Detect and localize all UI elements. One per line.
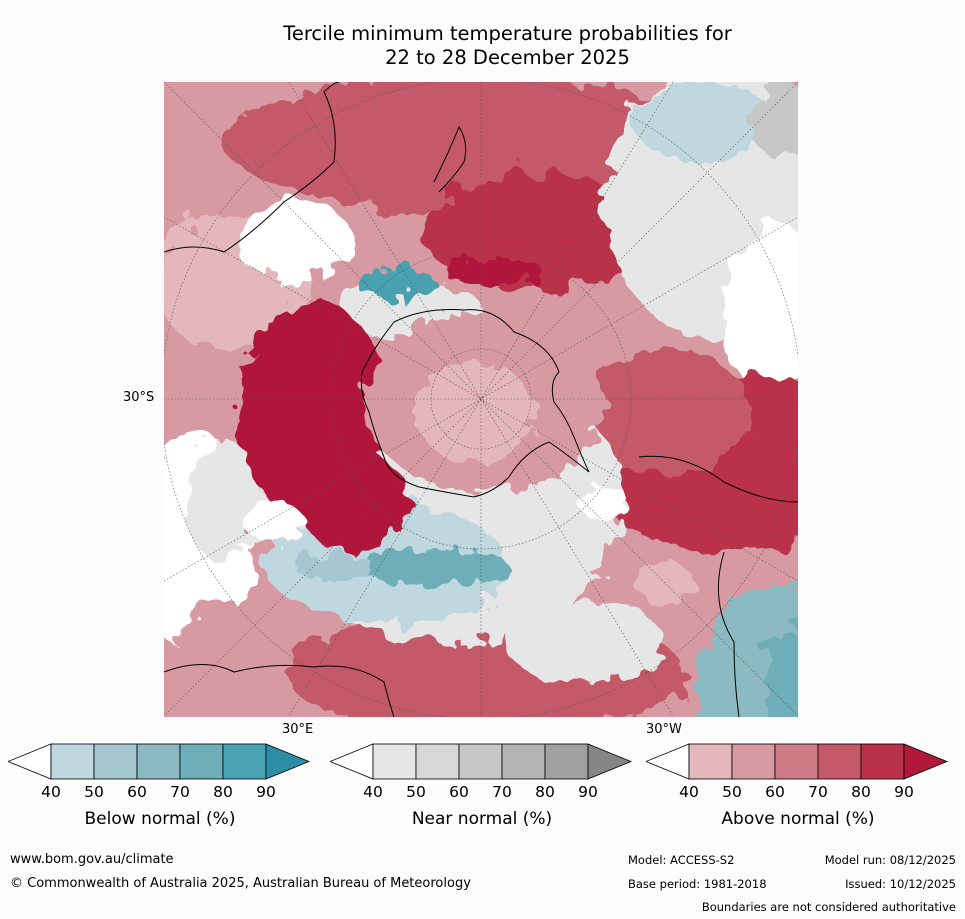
copyright-text: © Commonwealth of Australia 2025, Austra… xyxy=(10,876,471,891)
colorbar-below-normal-tick-label: 90 xyxy=(256,783,276,801)
colorbar-near-normal-tick-label: 50 xyxy=(406,783,426,801)
colorbar-below-normal-under-triangle xyxy=(6,743,52,780)
colorbar-near-normal-tick-label: 80 xyxy=(535,783,555,801)
colorbar-below-normal-tick-label: 60 xyxy=(127,783,147,801)
colorbar-below-normal-segment xyxy=(222,743,267,780)
colorbar-above-normal-segment xyxy=(774,743,819,780)
website-link[interactable]: www.bom.gov.au/climate xyxy=(10,852,174,867)
colorbar-near-normal-ticks: 40 50 60 70 80 90 xyxy=(330,783,632,803)
map-svg xyxy=(164,82,798,717)
colorbar-above-normal-tick-label: 60 xyxy=(765,783,785,801)
colorbar-below-normal-scale xyxy=(6,743,311,780)
latitude-label: 30°S xyxy=(123,390,155,405)
colorbar-near-normal-segment xyxy=(544,743,589,780)
colorbar-near-normal-over-triangle xyxy=(587,743,633,780)
colorbar-above-normal-scale xyxy=(644,743,949,780)
longitude-label-west: 30°W xyxy=(646,722,682,737)
colorbar-near-normal-segment xyxy=(458,743,503,780)
colorbar-above-normal-tick-label: 70 xyxy=(808,783,828,801)
colorbar-near-normal-tick-label: 60 xyxy=(449,783,469,801)
colorbar-near-normal-segment xyxy=(372,743,417,780)
disclaimer-text: Boundaries are not considered authoritat… xyxy=(701,900,956,914)
colorbar-below-normal-tick-label: 40 xyxy=(41,783,61,801)
colorbar-below-normal-label: Below normal (%) xyxy=(84,809,236,829)
colorbar-near-normal-under-triangle xyxy=(328,743,374,780)
colorbar-below-normal-ticks: 40 50 60 70 80 90 xyxy=(8,783,310,803)
colorbar-above-normal-tick-label: 90 xyxy=(894,783,914,801)
colorbar-below-normal: 40 50 60 70 80 90 Below normal (%) xyxy=(6,743,311,843)
colorbar-above-normal-label: Above normal (%) xyxy=(721,809,875,829)
colorbar-near-normal-tick-label: 40 xyxy=(363,783,383,801)
coastlines xyxy=(164,82,798,717)
colorbar-below-normal-segment xyxy=(93,743,138,780)
probability-map xyxy=(164,82,798,717)
title-line-2: 22 to 28 December 2025 xyxy=(385,46,630,69)
colorbar-above-normal-tick-label: 40 xyxy=(679,783,699,801)
colorbar-near-normal-label: Near normal (%) xyxy=(411,809,553,829)
longitude-label-east: 30°E xyxy=(282,722,314,737)
colorbar-below-normal-tick-label: 80 xyxy=(213,783,233,801)
colorbar-below-normal-tick-label: 50 xyxy=(84,783,104,801)
colorbar-above-normal-segment xyxy=(731,743,776,780)
colorbar-below-normal-segment xyxy=(179,743,224,780)
colorbar-below-normal-segment xyxy=(50,743,95,780)
colorbar-above-normal-under-triangle xyxy=(644,743,690,780)
issued-text: Issued: 10/12/2025 xyxy=(845,877,956,891)
colorbar-above-normal-tick-label: 50 xyxy=(722,783,742,801)
colorbar-above-normal: 40 50 60 70 80 90 Above normal (%) xyxy=(644,743,949,843)
colorbar-above-normal-segment xyxy=(817,743,862,780)
base-period-text: Base period: 1981-2018 xyxy=(628,877,767,891)
colorbar-near-normal: 40 50 60 70 80 90 Near normal (%) xyxy=(328,743,633,843)
model-run-text: Model run: 08/12/2025 xyxy=(824,853,956,867)
colorbar-below-normal-tick-label: 70 xyxy=(170,783,190,801)
title-line-1: Tercile minimum temperature probabilitie… xyxy=(283,22,732,45)
graticule xyxy=(164,82,798,717)
colorbar-below-normal-segment xyxy=(136,743,181,780)
colorbar-above-normal-segment xyxy=(688,743,733,780)
colorbar-near-normal-segment xyxy=(415,743,460,780)
colorbar-above-normal-tick-label: 80 xyxy=(851,783,871,801)
colorbar-above-normal-segment xyxy=(860,743,905,780)
colorbar-above-normal-ticks: 40 50 60 70 80 90 xyxy=(646,783,948,803)
colorbar-near-normal-scale xyxy=(328,743,633,780)
colorbar-near-normal-tick-label: 90 xyxy=(578,783,598,801)
colorbar-above-normal-over-triangle xyxy=(903,743,949,780)
colorbar-near-normal-tick-label: 70 xyxy=(492,783,512,801)
model-text: Model: ACCESS-S2 xyxy=(628,853,735,867)
colorbar-near-normal-segment xyxy=(501,743,546,780)
chart-title: Tercile minimum temperature probabilitie… xyxy=(180,22,835,70)
colorbar-below-normal-over-triangle xyxy=(265,743,311,780)
